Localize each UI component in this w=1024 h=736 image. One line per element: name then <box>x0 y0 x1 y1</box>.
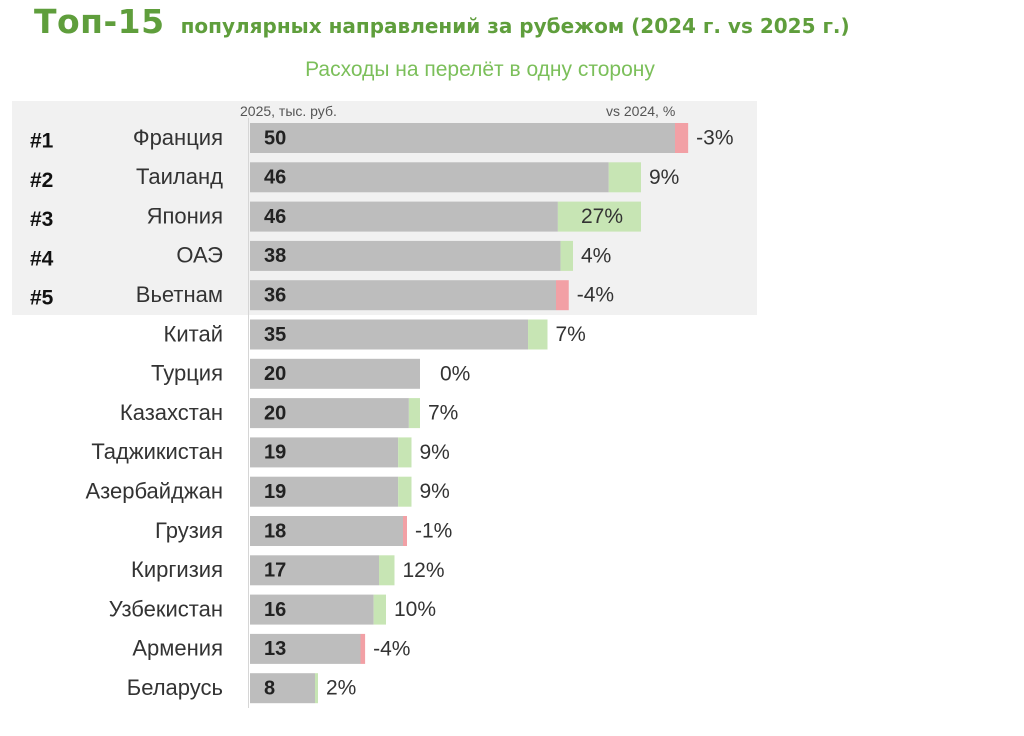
change-label: -4% <box>577 284 614 307</box>
category-label: Беларусь <box>127 675 223 700</box>
category-label: Таиланд <box>136 164 223 189</box>
bar-value <box>250 437 399 468</box>
bar-value <box>250 673 315 704</box>
rank-label: #5 <box>30 287 54 310</box>
value-label: 38 <box>264 245 286 267</box>
value-label: 46 <box>264 167 286 189</box>
bar-value <box>250 594 374 625</box>
category-label: ОАЭ <box>176 243 223 268</box>
category-label: Вьетнам <box>136 282 223 307</box>
rank-label: #2 <box>30 169 53 192</box>
bar-value <box>250 516 403 546</box>
bar-value <box>250 398 409 429</box>
bar-increase-segment <box>557 201 641 232</box>
bar-decrease-segment <box>360 633 366 664</box>
bar-increase-segment <box>408 398 420 429</box>
category-axis-line <box>248 118 249 708</box>
value-label: 19 <box>264 481 286 503</box>
value-label: 13 <box>264 638 286 660</box>
bar-value <box>250 633 361 664</box>
category-label: Китай <box>164 321 223 346</box>
change-label: -1% <box>415 520 452 543</box>
value-column-label: 2025, тыс. руб. <box>240 103 337 119</box>
value-label: 35 <box>264 324 286 346</box>
bar-value <box>250 123 675 153</box>
change-label: 2% <box>326 677 356 700</box>
bar-value <box>250 476 399 507</box>
bar-value <box>250 201 558 232</box>
category-label: Франция <box>133 125 223 150</box>
category-label: Турция <box>151 361 223 386</box>
title-rest: популярных направлений за рубежом (2024 … <box>180 14 850 38</box>
change-label: 7% <box>556 323 586 346</box>
category-label: Армения <box>132 636 223 661</box>
value-label: 16 <box>264 599 286 621</box>
change-column-label: vs 2024, % <box>606 103 676 119</box>
category-label: Киргизия <box>131 557 223 582</box>
category-label: Азербайджан <box>85 479 223 504</box>
category-label: Узбекистан <box>109 596 223 621</box>
bar-value <box>250 358 420 389</box>
bar-decrease-segment <box>556 280 569 311</box>
bar-increase-segment <box>608 162 641 193</box>
bar-value <box>250 162 609 193</box>
value-label: 36 <box>264 284 286 306</box>
change-label: 9% <box>420 480 450 503</box>
change-label: 7% <box>428 402 458 425</box>
change-label: 10% <box>394 598 436 621</box>
bar-decrease-segment <box>403 516 407 546</box>
bar-value <box>250 319 529 350</box>
bar-value <box>250 555 380 586</box>
title-prefix: Топ-15 <box>34 2 165 41</box>
change-label: 0% <box>440 362 470 385</box>
bar-increase-segment <box>315 673 318 704</box>
chart-subtitle: Расходы на перелёт в одну сторону <box>305 58 655 81</box>
category-label: Япония <box>147 203 223 228</box>
value-label: 50 <box>264 127 286 149</box>
change-label: 4% <box>581 244 611 267</box>
bar-increase-segment <box>528 319 548 350</box>
value-label: 17 <box>264 560 286 582</box>
bar-decrease-segment <box>675 123 689 153</box>
bar-increase-segment <box>398 437 412 468</box>
change-label: -3% <box>696 127 733 150</box>
category-label: Таджикистан <box>91 439 223 464</box>
bar-increase-segment <box>398 476 412 507</box>
bar-increase-segment <box>373 594 386 625</box>
value-label: 19 <box>264 442 286 464</box>
value-label: 20 <box>264 363 286 385</box>
change-label: 12% <box>403 559 445 582</box>
value-label: 46 <box>264 206 286 228</box>
chart-title: Топ-15 популярных направлений за рубежом… <box>34 2 850 48</box>
value-label: 20 <box>264 402 286 424</box>
bar-increase-segment <box>379 555 395 586</box>
bar-value <box>250 240 561 271</box>
change-label: 9% <box>420 441 450 464</box>
change-label: -4% <box>373 637 410 660</box>
rank-label: #1 <box>30 130 54 153</box>
change-label: 27% <box>581 205 623 228</box>
bar-increase-segment <box>560 240 573 271</box>
category-label: Грузия <box>155 518 223 543</box>
value-label: 18 <box>264 520 286 542</box>
bar-value <box>250 280 556 311</box>
rank-label: #3 <box>30 208 53 231</box>
value-label: 8 <box>264 677 275 699</box>
change-label: 9% <box>649 166 679 189</box>
category-label: Казахстан <box>120 400 223 425</box>
rank-label: #4 <box>30 247 54 270</box>
